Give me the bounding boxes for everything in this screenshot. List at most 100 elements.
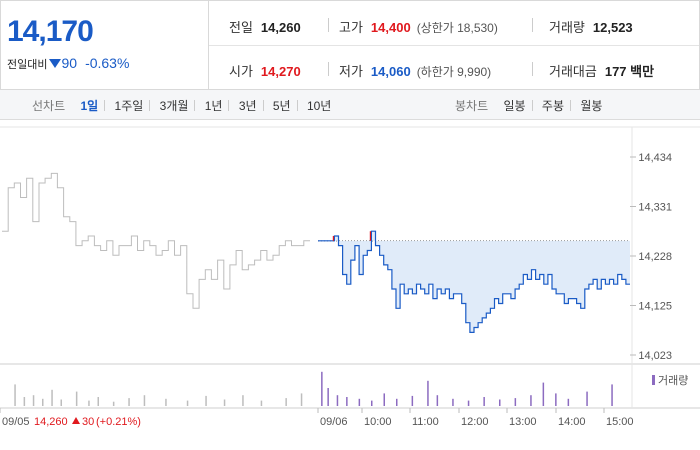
volume-bar bbox=[336, 395, 339, 406]
tab-divider bbox=[194, 100, 196, 111]
stat-label: 거래량 bbox=[549, 20, 585, 35]
volume-bar bbox=[205, 395, 207, 406]
candle-chart-title: 봉차트 bbox=[455, 99, 489, 113]
volume-bar bbox=[483, 397, 485, 406]
volume-bar bbox=[327, 388, 329, 406]
x-axis: 09/06 10:00 11:00 12:00 13:00 14:00 15:00 09/05… bbox=[0, 408, 634, 428]
stat-amount: 거래대금 177 백만 bbox=[549, 61, 654, 80]
tab-daily-candle[interactable]: 일봉 bbox=[503, 99, 526, 113]
tab-weekly-candle[interactable]: 주봉 bbox=[541, 99, 564, 113]
y-tick-label: 14,228 bbox=[638, 251, 672, 263]
volume-bar bbox=[23, 397, 26, 406]
stat-value: 14,270 bbox=[260, 64, 301, 79]
chart-tab-bar: 선차트 1일 1주일 3개월 1년 3년 5년 10년 봉차트 일봉 주봉 월봉 bbox=[0, 90, 700, 120]
tab-divider bbox=[296, 100, 298, 111]
down-triangle-icon bbox=[49, 59, 62, 68]
price-chart[interactable]: 14,434 14,331 14,228 14,125 14,023 거래량 09/06… bbox=[0, 122, 700, 450]
volume-bar bbox=[88, 400, 90, 406]
up-segment bbox=[332, 231, 371, 241]
volume-legend-swatch bbox=[652, 375, 655, 385]
prev-day-change-pct: (+0.21%) bbox=[96, 416, 141, 428]
divider bbox=[532, 62, 533, 76]
volume-bar bbox=[300, 393, 303, 406]
volume-bar bbox=[346, 397, 348, 406]
tab-1year[interactable]: 1년 bbox=[204, 99, 223, 113]
change-percent: -0.63% bbox=[85, 55, 130, 71]
stat-value: 14,060 bbox=[370, 64, 411, 79]
volume-bar bbox=[51, 389, 53, 406]
tab-1day[interactable]: 1일 bbox=[80, 99, 99, 113]
stat-value: 12,523 bbox=[592, 20, 633, 35]
volume-bar bbox=[285, 398, 287, 406]
x-tick-label: 14:00 bbox=[558, 416, 586, 428]
volume-bar bbox=[383, 393, 385, 406]
prev-day-line bbox=[2, 172, 310, 309]
stat-label: 시가 bbox=[229, 64, 253, 79]
volume-bar bbox=[321, 371, 323, 406]
y-axis: 14,434 14,331 14,228 14,125 14,023 bbox=[630, 152, 672, 362]
volume-bar bbox=[42, 398, 44, 406]
divider bbox=[328, 62, 329, 76]
volume-bar bbox=[165, 398, 167, 406]
volume-bar bbox=[611, 384, 613, 406]
today-series bbox=[318, 230, 630, 333]
volume-bar bbox=[514, 398, 517, 406]
prev-day-change: 30 bbox=[82, 416, 94, 428]
tab-divider bbox=[570, 100, 571, 111]
volume-bar bbox=[427, 380, 429, 406]
candle-chart-tabs: 봉차트 일봉 주봉 월봉 bbox=[455, 97, 608, 114]
tab-divider bbox=[149, 100, 151, 111]
volume-bar bbox=[128, 398, 130, 406]
stat-label: 저가 bbox=[339, 64, 363, 79]
volume-legend-label: 거래량 bbox=[658, 374, 688, 387]
stat-sub: (상한가 18,530) bbox=[416, 21, 498, 35]
y-tick-label: 14,331 bbox=[638, 202, 672, 214]
today-line bbox=[318, 230, 630, 333]
tab-divider bbox=[104, 100, 106, 111]
volume-bar bbox=[586, 391, 588, 406]
prev-day-close: 14,260 bbox=[34, 416, 68, 428]
stat-label: 거래대금 bbox=[549, 64, 597, 79]
tab-3year[interactable]: 3년 bbox=[238, 99, 257, 113]
volume-bar bbox=[143, 395, 146, 406]
y-tick-label: 14,125 bbox=[638, 301, 672, 313]
row-divider bbox=[209, 45, 699, 46]
line-chart-tabs: 선차트 1일 1주일 3개월 1년 3년 5년 10년 bbox=[32, 97, 337, 114]
stat-high: 고가 14,400 (상한가 18,530) bbox=[339, 17, 498, 36]
change-row: 전일대비 90 -0.63% bbox=[7, 55, 129, 72]
tab-3month[interactable]: 3개월 bbox=[159, 99, 189, 113]
volume-bar bbox=[260, 400, 263, 406]
volume-bar bbox=[396, 398, 398, 406]
volume-chart: 거래량 bbox=[14, 371, 688, 406]
volume-bar bbox=[436, 395, 439, 406]
volume-bar bbox=[112, 401, 115, 406]
volume-bar bbox=[452, 398, 454, 406]
volume-bar bbox=[499, 399, 501, 406]
volume-bar bbox=[542, 382, 545, 406]
volume-bar bbox=[555, 393, 557, 406]
stat-prev-close: 전일 14,260 bbox=[229, 17, 301, 36]
stat-open: 시가 14,270 bbox=[229, 61, 301, 80]
tab-10year[interactable]: 10년 bbox=[306, 99, 332, 113]
x-tick-label: 15:00 bbox=[606, 416, 634, 428]
stat-volume: 거래량 12,523 bbox=[549, 17, 633, 36]
volume-bar bbox=[467, 400, 470, 406]
x-tick-label: 12:00 bbox=[461, 416, 489, 428]
tab-5year[interactable]: 5년 bbox=[272, 99, 291, 113]
stat-label: 고가 bbox=[339, 20, 363, 35]
tab-1week[interactable]: 1주일 bbox=[114, 99, 144, 113]
volume-bar bbox=[97, 397, 99, 406]
stat-sub: (하한가 9,990) bbox=[416, 65, 492, 79]
volume-bar bbox=[242, 395, 244, 406]
tab-monthly-candle[interactable]: 월봉 bbox=[580, 99, 603, 113]
stat-value: 14,260 bbox=[260, 20, 301, 35]
volume-bar bbox=[371, 400, 373, 406]
line-chart-title: 선차트 bbox=[32, 99, 66, 113]
x-tick-label: 09/06 bbox=[320, 416, 348, 428]
volume-bar bbox=[358, 398, 361, 406]
quote-panel: 14,170 전일대비 90 -0.63% 전일 14,260 고가 14,400 (상한… bbox=[0, 0, 700, 90]
stat-value: 177 백만 bbox=[604, 64, 655, 79]
x-tick-label: 11:00 bbox=[412, 416, 439, 428]
volume-bar bbox=[186, 400, 189, 406]
stat-low: 저가 14,060 (하한가 9,990) bbox=[339, 61, 491, 80]
